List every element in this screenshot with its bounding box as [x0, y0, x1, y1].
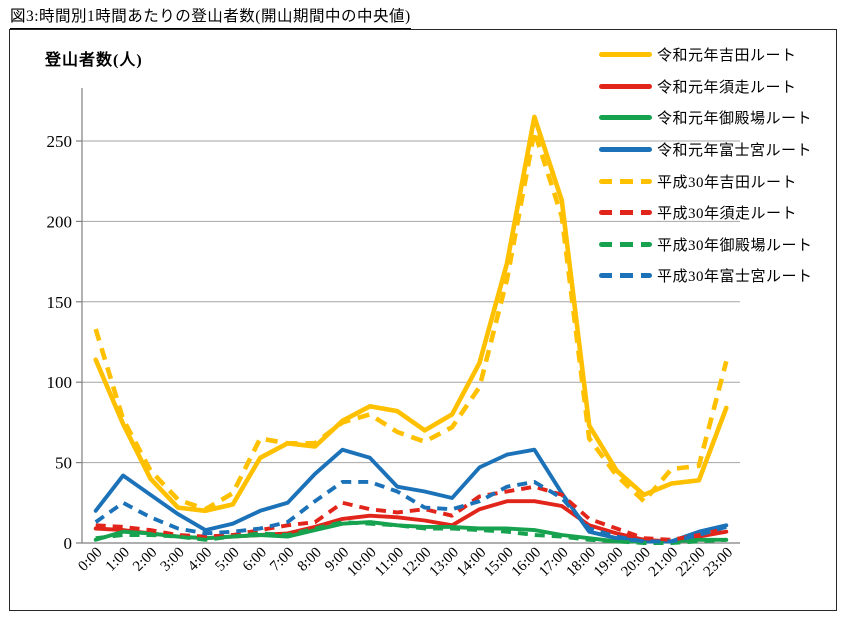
- legend-label: 平成30年富士宮ルート: [657, 269, 813, 286]
- y-axis-title: 登山者数(人): [45, 52, 143, 69]
- legend-item-reiwa-gotemba: 令和元年御殿場ルート: [599, 102, 813, 134]
- x-tick-label: 10:00: [344, 545, 379, 580]
- series-line-heisei30-fujinomiya: [94, 479, 727, 544]
- legend-label: 令和元年須走ルート: [657, 79, 797, 96]
- chart-container: 0 50 100 150 200 250 0:00 1:00 2:00 3:00 4:00 5:00 6…: [9, 29, 837, 611]
- legend-label: 令和元年御殿場ルート: [657, 111, 813, 128]
- x-tick-label: 23:00: [701, 545, 736, 580]
- x-tick-label: 4:00: [185, 545, 215, 575]
- legend-label: 平成30年御殿場ルート: [657, 237, 813, 254]
- legend-dashed-line-swatch: [599, 210, 652, 216]
- x-tick-label: 15:00: [481, 545, 516, 580]
- x-tick-label: 21:00: [646, 545, 681, 580]
- legend-label: 平成30年吉田ルート: [657, 174, 798, 191]
- legend-solid-line-swatch: [599, 83, 652, 89]
- legend-item-heisei30-yoshida: 平成30年吉田ルート: [599, 165, 813, 197]
- x-tick-label: 3:00: [158, 545, 188, 575]
- x-tick-label: 1:00: [103, 545, 133, 575]
- x-tick-label: 7:00: [267, 545, 297, 575]
- x-tick-label: 12:00: [399, 545, 434, 580]
- legend-item-reiwa-yoshida: 令和元年吉田ルート: [599, 39, 813, 71]
- x-tick-label: 5:00: [212, 545, 242, 575]
- x-tick-label: 20:00: [618, 545, 653, 580]
- x-tick-label: 16:00: [509, 545, 544, 580]
- x-tick-label: 18:00: [564, 545, 599, 580]
- y-tick-label: 150: [47, 293, 73, 312]
- legend-item-heisei30-subashiri: 平成30年須走ルート: [599, 197, 813, 229]
- legend-item-heisei30-fujinomiya: 平成30年富士宮ルート: [599, 260, 813, 292]
- legend-solid-line-swatch: [599, 115, 652, 121]
- legend-item-heisei30-gotemba: 平成30年御殿場ルート: [599, 229, 813, 261]
- legend-dashed-line-swatch: [599, 178, 652, 184]
- x-tick-label: 2:00: [130, 545, 160, 575]
- x-tick-label: 0:00: [75, 545, 105, 575]
- legend-item-reiwa-subashiri: 令和元年須走ルート: [599, 71, 813, 103]
- legend-item-reiwa-fujinomiya: 令和元年富士宮ルート: [599, 134, 813, 166]
- series-line-heisei30-gotemba: [95, 520, 727, 545]
- legend-solid-line-swatch: [599, 52, 652, 58]
- figure-title: 図3:時間別1時間あたりの登山者数(開山期間中の中央値): [10, 4, 411, 29]
- x-tick-label: 22:00: [673, 545, 708, 580]
- x-tick-label: 13:00: [426, 545, 461, 580]
- legend-label: 令和元年吉田ルート: [657, 48, 797, 65]
- y-tick-label: 50: [55, 454, 72, 473]
- series-line-heisei30-subashiri: [95, 484, 727, 542]
- legend-label: 令和元年富士宮ルート: [657, 143, 813, 160]
- x-tick-label: 17:00: [536, 545, 571, 580]
- x-tick-label: 19:00: [591, 545, 626, 580]
- legend-solid-line-swatch: [599, 147, 652, 153]
- y-tick-label: 200: [47, 212, 73, 231]
- x-tick-label: 6:00: [240, 545, 270, 575]
- legend-label: 平成30年須走ルート: [657, 206, 798, 223]
- chart-legend: 令和元年吉田ルート 令和元年須走ルート 令和元年御殿場ルート 令和元年富士宮ルート 平成…: [599, 39, 813, 292]
- legend-dashed-line-swatch: [599, 273, 652, 279]
- y-tick-label: 0: [64, 534, 73, 553]
- series-line-heisei30-yoshida: [93, 129, 729, 512]
- y-tick-label: 100: [47, 373, 73, 392]
- y-tick-label: 250: [47, 132, 73, 151]
- x-tick-label: 8:00: [295, 545, 325, 575]
- x-tick-label: 14:00: [454, 545, 489, 580]
- x-tick-label: 11:00: [372, 545, 407, 580]
- series-line-reiwa-yoshida: [93, 114, 729, 514]
- legend-dashed-line-swatch: [599, 241, 652, 247]
